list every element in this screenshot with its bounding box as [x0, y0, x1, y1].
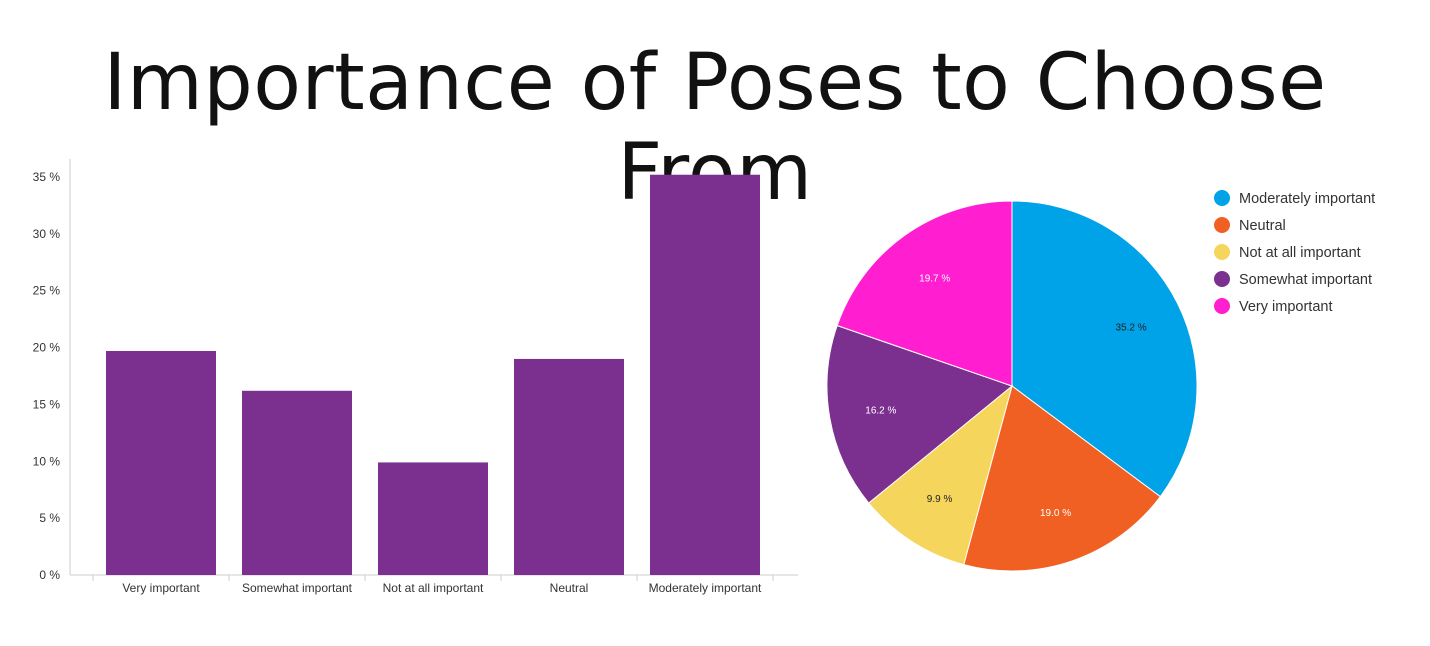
pie-slices: [826, 200, 1198, 572]
y-tick-label: 35 %: [33, 170, 61, 184]
legend-label: Moderately important: [1239, 191, 1375, 207]
slice-label: 19.0 %: [1040, 508, 1071, 519]
bar: [378, 462, 488, 575]
y-tick-label: 10 %: [33, 454, 61, 468]
legend-swatch: [1214, 190, 1230, 206]
slice-label: 9.9 %: [927, 494, 953, 505]
legend-label: Not at all important: [1239, 245, 1361, 261]
pie-slice: [1011, 200, 1198, 498]
y-tick-label: 25 %: [33, 284, 61, 298]
y-tick-label: 20 %: [33, 341, 61, 355]
y-tick-label: 30 %: [33, 227, 61, 241]
pie-slice: [963, 385, 1161, 572]
bar: [514, 358, 624, 575]
y-tick-label: 5 %: [39, 511, 60, 525]
legend-label: Very important: [1239, 299, 1333, 315]
x-tick-label: Very important: [122, 581, 200, 595]
legend-swatch: [1214, 217, 1230, 233]
legend-label: Somewhat important: [1239, 272, 1372, 288]
bar: [106, 350, 216, 575]
y-tick-label: 0 %: [39, 568, 60, 582]
x-tick-label: Not at all important: [383, 581, 484, 595]
legend-label: Neutral: [1239, 218, 1286, 234]
pie-slice: [836, 200, 1013, 387]
x-tick-label: Neutral: [550, 581, 589, 595]
pie-slice: [868, 384, 1013, 566]
x-tick-label: Somewhat important: [242, 581, 353, 595]
pie-chart: 35.2 % 19.0 % 9.9 % 16.2 % 19.7 % Moderately …: [826, 190, 1375, 572]
pie-labels: 35.2 % 19.0 % 9.9 % 16.2 % 19.7 %: [865, 274, 1146, 519]
legend-swatch: [1214, 298, 1230, 314]
legend-swatch: [1214, 271, 1230, 287]
slice-label: 19.7 %: [919, 274, 950, 285]
bar: [650, 174, 760, 575]
pie-slice: [826, 324, 1014, 504]
y-tick-label: 15 %: [33, 397, 61, 411]
legend-swatch: [1214, 244, 1230, 260]
slice-label: 16.2 %: [865, 405, 896, 416]
slice-label: 35.2 %: [1115, 322, 1146, 333]
page-title: Importance of Poses to Choose From: [103, 38, 1327, 218]
x-tick-label: Moderately important: [649, 581, 762, 595]
bar-chart: 0 % 5 % 10 % 15 % 20 % 25 % 30 % 35 % Very impor…: [33, 159, 798, 595]
bar: [242, 390, 352, 575]
